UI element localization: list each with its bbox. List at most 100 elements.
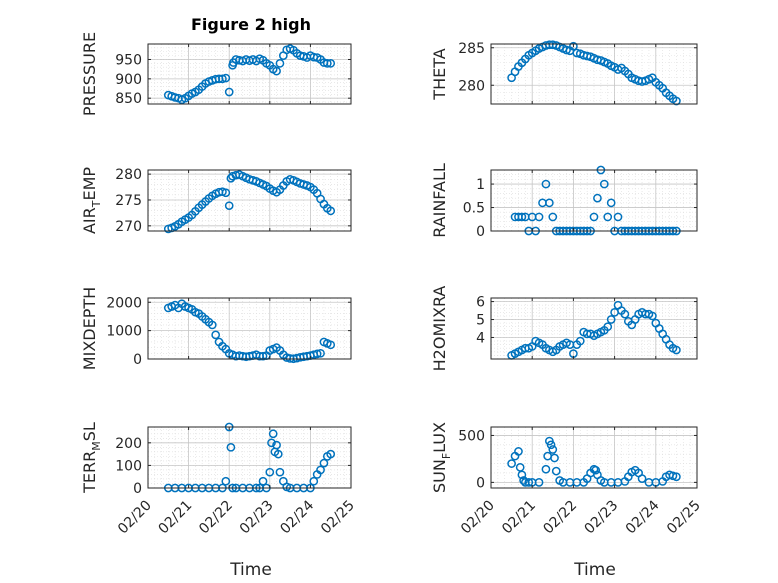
data-point (534, 212, 544, 222)
figure-title: Figure 2 high (191, 15, 311, 34)
y-axis-label: MIXDEPTH (80, 287, 99, 370)
data-point (575, 336, 585, 346)
data-point (589, 212, 599, 222)
y-axis-label-part: SUN (430, 459, 449, 493)
axes-box (490, 297, 698, 360)
y-tick-label: 275 (115, 193, 142, 209)
data-point (267, 438, 276, 448)
data-point (603, 322, 613, 332)
data-point (591, 465, 601, 475)
data-point (268, 429, 278, 439)
y-tick-label: 850 (115, 91, 142, 107)
data-point (613, 212, 623, 222)
y-tick-label: 1 (476, 177, 485, 193)
y-axis-label-part: TERR (80, 451, 99, 494)
y-tick-label: 500 (458, 428, 485, 444)
axes-box (147, 297, 352, 360)
data-point (316, 348, 325, 358)
data-point (603, 212, 613, 222)
y-tick-label: 900 (115, 72, 142, 88)
data-point (648, 311, 657, 321)
data-point (224, 87, 234, 97)
y-axis-label: H2OMIXRA (430, 286, 449, 372)
y-tick-label: 200 (115, 436, 142, 452)
data-point (221, 188, 231, 198)
data-point (517, 212, 527, 222)
data-point (272, 440, 281, 450)
data-point (275, 59, 285, 68)
y-axis-label-part: EMP (80, 167, 99, 201)
y-axis-label: TERRMSL (80, 422, 103, 494)
y-tick-label: 0 (133, 481, 142, 497)
data-point (541, 179, 551, 189)
y-axis-label: THETA (430, 48, 449, 100)
data-point (316, 465, 325, 475)
y-tick-label: 2000 (106, 295, 142, 311)
data-point (534, 478, 544, 487)
data-point (550, 453, 559, 463)
y-axis-label-subscript: F (440, 453, 453, 459)
axes-box (490, 426, 698, 489)
data-point (326, 449, 336, 459)
data-point (620, 309, 630, 319)
y-tick-label: 1000 (106, 324, 142, 340)
data-point (672, 96, 681, 106)
data-point (221, 476, 231, 486)
axes-box (490, 43, 698, 105)
y-tick-label: 0 (476, 224, 485, 240)
data-point (275, 467, 285, 477)
y-axis-label-subscript: M (90, 441, 103, 451)
data-point (517, 470, 527, 480)
data-point (545, 198, 554, 208)
y-axis-label: SUNFLUX (430, 422, 453, 493)
x-axis-label-left: Time (229, 560, 272, 580)
data-point (326, 206, 336, 216)
y-tick-label: 950 (115, 52, 142, 68)
data-point (258, 351, 268, 361)
data-point (519, 476, 528, 485)
data-point (514, 447, 523, 456)
data-point (672, 345, 681, 355)
data-point (309, 476, 319, 486)
data-point (312, 349, 322, 359)
axes-box (147, 43, 352, 105)
data-point (606, 198, 616, 208)
data-point (599, 179, 609, 189)
data-point (226, 442, 236, 452)
axes-box (147, 426, 352, 489)
data-point (218, 74, 227, 84)
y-tick-label: 0.5 (463, 201, 485, 217)
data-point (569, 41, 578, 51)
data-point (606, 315, 616, 324)
axes-box (147, 169, 352, 232)
data-point (326, 59, 336, 68)
subplot-rainfall: 0 0.5 1 RAINFALL (430, 163, 698, 240)
axes-box (490, 169, 698, 232)
y-tick-label: 100 (115, 458, 142, 474)
data-point (637, 474, 647, 483)
y-tick-label: 270 (115, 219, 142, 235)
data-point (221, 73, 231, 83)
subplot-grid: 850 900 950 PRESSURE 280 285 THETA 270 275 280 AIR… (80, 32, 704, 537)
data-point (319, 458, 329, 468)
y-tick-label: 0 (476, 475, 485, 491)
y-tick-label: 5 (476, 313, 485, 329)
y-axis-label: RAINFALL (430, 163, 449, 238)
data-point (507, 459, 516, 468)
y-tick-label: 0 (133, 352, 142, 368)
data-point (265, 467, 275, 477)
subplot-theta: 280 285 THETA (430, 40, 698, 106)
data-point (593, 193, 602, 203)
data-point (207, 320, 217, 330)
data-point (562, 45, 571, 55)
y-axis-label-part: LUX (430, 422, 449, 453)
y-tick-label: 280 (115, 167, 142, 183)
subplot-air_temp: 270 275 280 AIRTEMP (80, 167, 352, 235)
subplot-pressure: 850 900 950 PRESSURE (80, 32, 352, 116)
data-point (272, 66, 281, 76)
y-tick-label: 285 (458, 41, 485, 57)
x-axis-label-right: Time (573, 560, 616, 580)
y-axis-label-subscript: T (90, 200, 103, 208)
y-axis-label: PRESSURE (80, 32, 99, 116)
